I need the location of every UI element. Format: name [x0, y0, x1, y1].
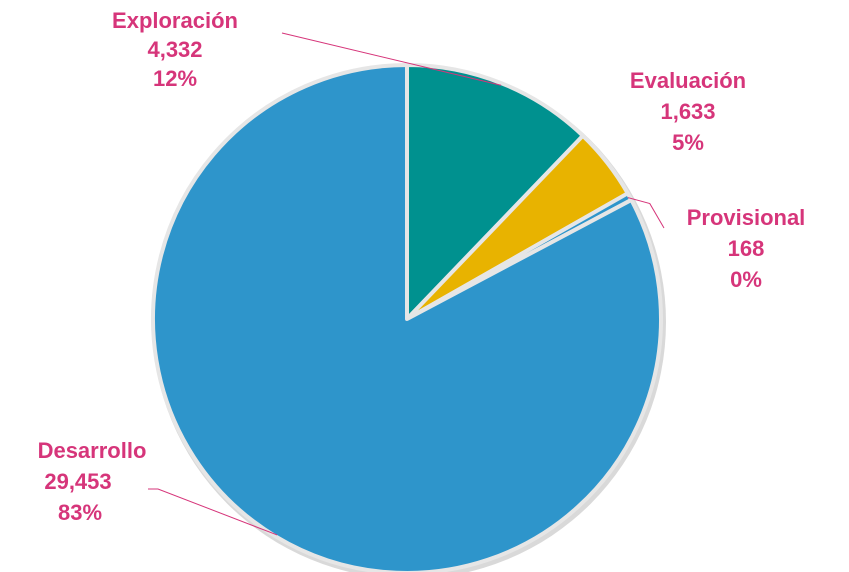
leader-line-provisional	[627, 197, 665, 229]
label-desarrollo-name: Desarrollo	[38, 438, 147, 463]
label-evaluacion-name: Evaluación	[630, 68, 746, 93]
label-provisional-percent: 0%	[730, 267, 762, 292]
label-desarrollo-value: 29,453	[44, 469, 111, 494]
label-evaluacion-value: 1,633	[660, 99, 715, 124]
label-provisional-value: 168	[728, 236, 765, 261]
label-exploracion-name: Exploración	[112, 8, 238, 33]
leader-lines	[148, 32, 665, 536]
label-evaluacion-percent: 5%	[672, 130, 704, 155]
label-exploracion-value: 4,332	[147, 37, 202, 62]
pie-slice-desarrollo	[151, 63, 663, 572]
label-exploracion-percent: 12%	[153, 66, 197, 91]
leader-line-desarrollo	[148, 488, 278, 536]
label-desarrollo-percent: 83%	[58, 500, 102, 525]
pie-slice-exploracion	[405, 63, 585, 321]
pie-slices	[151, 63, 663, 572]
label-provisional-name: Provisional	[687, 205, 806, 230]
leader-line-exploracion	[281, 32, 502, 86]
